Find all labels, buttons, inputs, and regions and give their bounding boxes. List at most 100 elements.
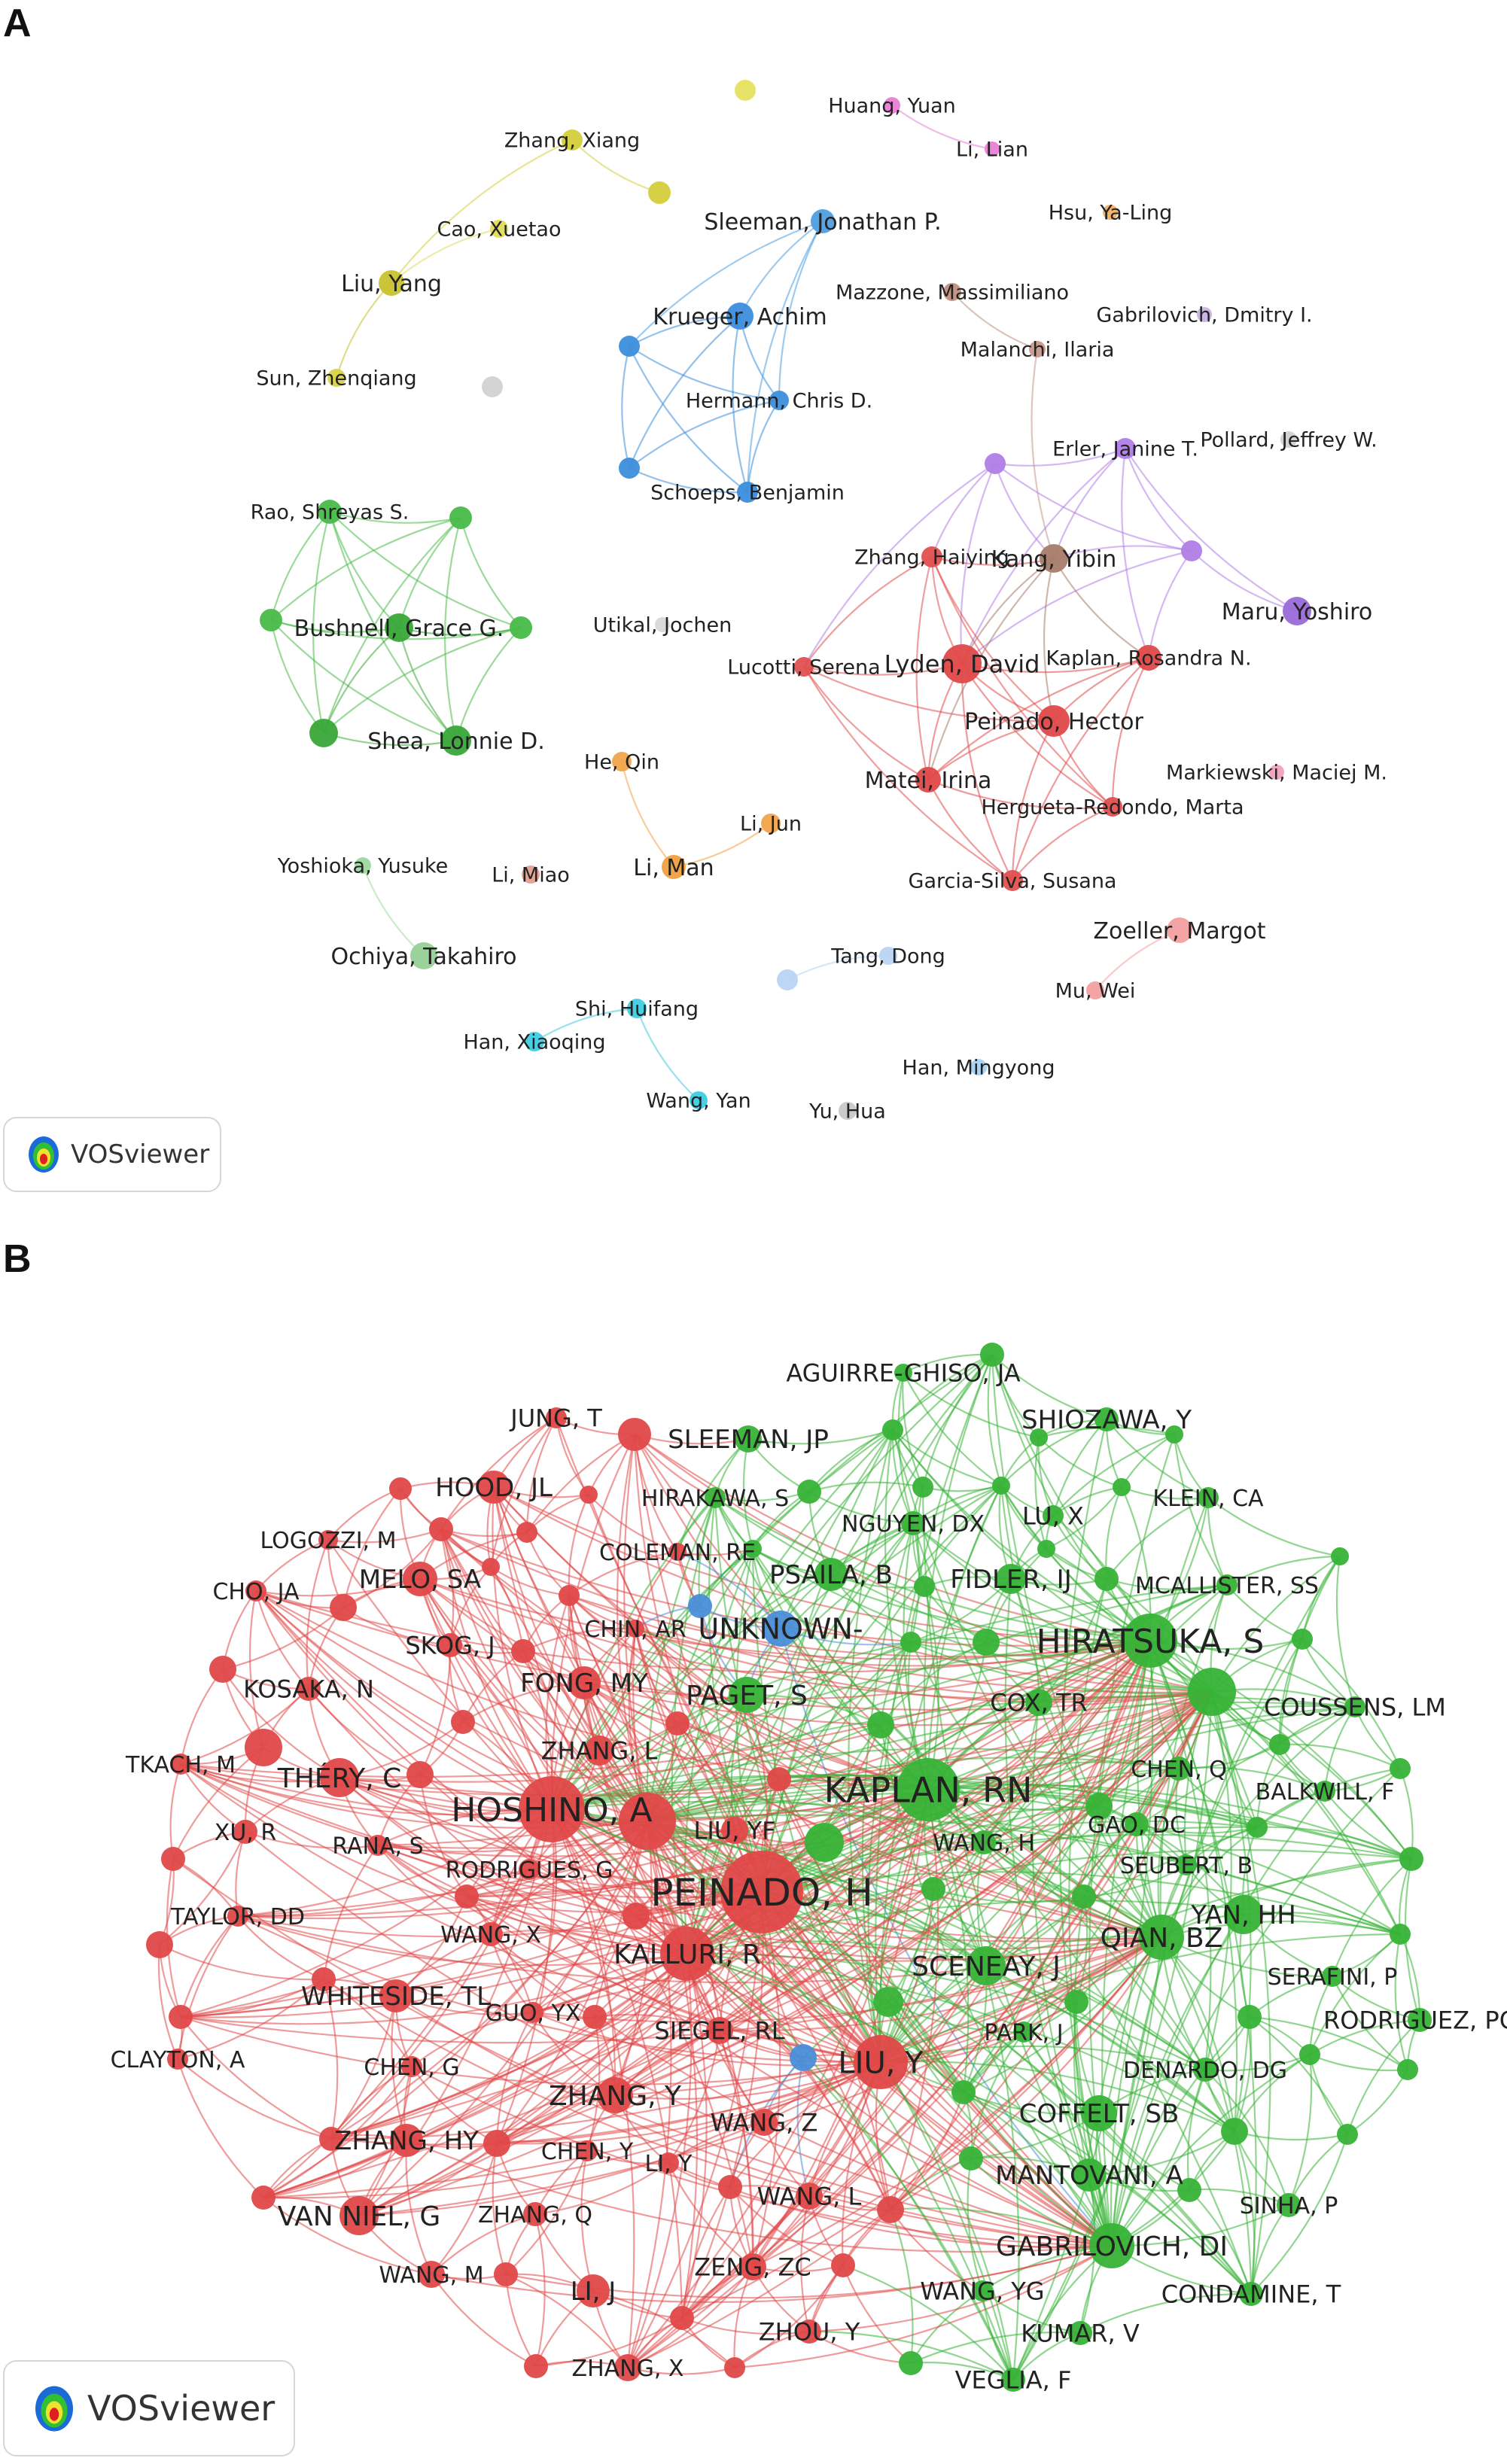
b-edge xyxy=(237,1640,1151,1918)
b-edge xyxy=(308,1688,1113,2247)
b-node xyxy=(1030,1428,1048,1446)
b-edge xyxy=(180,1808,553,2018)
a-node-pollard-jeffrey-w xyxy=(1280,431,1297,448)
a-node xyxy=(309,719,338,747)
b-node-chen-y xyxy=(577,2140,598,2161)
b-node-van-niel-g xyxy=(339,2196,379,2235)
b-edge xyxy=(761,1891,1015,2380)
b-label-hirakawa-s: HIRAKAWA, S xyxy=(641,1486,789,1512)
b-node-liu-y xyxy=(854,2035,908,2089)
a-edge xyxy=(629,345,780,402)
b-edge xyxy=(466,1895,1162,1962)
a-label-li-jun: Li, Jun xyxy=(740,813,802,836)
a-label-shea-lonnie-d: Shea, Lonnie D. xyxy=(367,729,545,755)
b-edge xyxy=(176,1915,239,2060)
b-edge xyxy=(551,1808,1014,2380)
b-node xyxy=(992,1477,1010,1495)
b-label-li-y: LI, Y xyxy=(645,2151,693,2177)
b-edge xyxy=(1038,1437,1122,1489)
b-edge xyxy=(551,1748,1180,1811)
a-label-shi-huifang: Shi, Huifang xyxy=(575,998,699,1021)
b-edge xyxy=(627,2061,881,2368)
b-node-th-ry-c xyxy=(320,1758,359,1797)
b-label-cox-tr: COX, TR xyxy=(990,1689,1088,1717)
b-edge xyxy=(550,1548,754,1810)
b-node-peinado-h xyxy=(720,1851,803,1933)
b-edge xyxy=(1331,1858,1412,1977)
b-label-hoshino-a: HOSHINO, A xyxy=(451,1791,652,1830)
a-edge xyxy=(391,227,500,284)
b-label-zhang-hy: ZHANG, HY xyxy=(334,2126,479,2156)
b-edge xyxy=(646,1821,699,2319)
b-edge xyxy=(180,1821,648,2018)
a-edge xyxy=(673,823,772,868)
b-node xyxy=(1337,2124,1358,2145)
a-edge xyxy=(335,282,392,379)
b-label-wang-yg: WANG, YG xyxy=(920,2277,1044,2306)
a-edge xyxy=(1124,448,1192,552)
b-edge xyxy=(967,2158,984,2292)
b-node xyxy=(482,1558,500,1576)
b-edge xyxy=(1012,1936,1163,2380)
b-node xyxy=(245,1729,282,1766)
b-node xyxy=(312,1967,336,1991)
b-edge xyxy=(588,1494,678,1553)
b-label-seubert-b: SEUBERT, B xyxy=(1120,1853,1253,1879)
b-edge xyxy=(627,1691,1213,2368)
b-edge xyxy=(880,1691,1213,2063)
b-edge xyxy=(880,1933,1401,2063)
b-edge xyxy=(466,1896,688,1955)
b-node xyxy=(1072,1885,1096,1909)
a-label-ochiya-takahiro: Ochiya, Takahiro xyxy=(330,944,516,970)
a-edge xyxy=(927,779,1013,881)
b-node xyxy=(831,2253,855,2277)
a-edge xyxy=(746,221,824,493)
a-label-zhang-xiang: Zhang, Xiang xyxy=(504,129,640,153)
b-edge xyxy=(159,1944,324,1981)
a-label-mazzone-massimiliano: Mazzone, Massimiliano xyxy=(836,281,1069,305)
a-edge xyxy=(803,666,929,780)
b-edge xyxy=(880,2061,1252,2295)
b-node-coleman-re xyxy=(668,1543,687,1561)
b-edge xyxy=(910,1639,1151,1657)
b-label-condamine-t: CONDAMINE, T xyxy=(1161,2280,1341,2309)
b-node xyxy=(1331,1547,1349,1565)
b-node-wang-m xyxy=(418,2261,445,2288)
b-edge xyxy=(492,2143,507,2275)
a-edge xyxy=(1053,558,1149,659)
a-edge xyxy=(329,510,461,524)
a-edge xyxy=(1011,657,1149,881)
b-edge xyxy=(687,1952,1235,2132)
a-edge xyxy=(951,291,1038,351)
a-label-gabrilovich-dmitry-i: Gabrilovich, Dmitry I. xyxy=(1096,304,1312,327)
b-edge xyxy=(778,1723,881,1780)
a-edge xyxy=(397,627,457,741)
a-edge xyxy=(803,666,1013,881)
b-edge xyxy=(377,1690,1213,1849)
b-edge xyxy=(1105,1486,1123,1580)
b-node-sceneay-j xyxy=(967,1946,1006,1985)
b-node xyxy=(583,2005,607,2029)
b-edge xyxy=(889,2209,914,2364)
a-node-huang-yuan xyxy=(884,97,900,114)
b-node xyxy=(951,2080,976,2104)
a-edge xyxy=(1121,448,1150,659)
a-edge xyxy=(803,662,963,676)
a-node-krueger-achim xyxy=(726,303,754,330)
a-edge xyxy=(397,517,461,628)
b-node-sinha-p xyxy=(1277,2193,1301,2217)
b-edge xyxy=(687,1952,964,2093)
b-edge xyxy=(1010,1578,1040,1703)
b-node-zeng-zc xyxy=(739,2253,766,2280)
a-label-yu-hua: Yu, Hua xyxy=(808,1100,886,1124)
a-node-gabrilovich-dmitry-i xyxy=(1197,307,1212,322)
b-node xyxy=(1165,1425,1183,1443)
b-edge xyxy=(419,1577,1213,1701)
b-edge xyxy=(1394,1933,1409,2070)
b-edge xyxy=(1023,2031,1113,2246)
b-edge xyxy=(627,1936,1162,2368)
b-label-wang-x: WANG, X xyxy=(440,1922,541,1948)
b-edge xyxy=(180,1640,1151,2018)
b-edge xyxy=(489,1417,557,1568)
b-node xyxy=(1113,1478,1131,1496)
